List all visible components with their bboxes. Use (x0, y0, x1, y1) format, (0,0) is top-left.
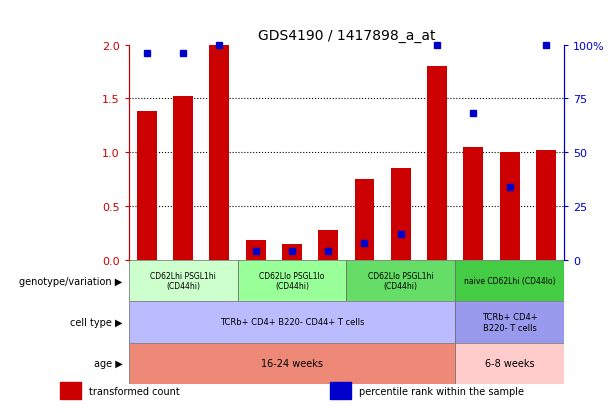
Text: CD62Llo PSGL1lo
(CD44hi): CD62Llo PSGL1lo (CD44hi) (259, 271, 325, 290)
Text: cell type ▶: cell type ▶ (70, 317, 123, 327)
Title: GDS4190 / 1417898_a_at: GDS4190 / 1417898_a_at (257, 29, 435, 43)
Bar (246, 241, 265, 260)
Bar (137, 112, 157, 260)
Bar (455, 260, 564, 301)
Bar (427, 67, 447, 260)
Bar (210, 45, 229, 260)
Text: TCRb+ CD4+ B220- CD44+ T cells: TCRb+ CD4+ B220- CD44+ T cells (219, 318, 364, 327)
Text: naive CD62Lhi (CD44lo): naive CD62Lhi (CD44lo) (464, 276, 555, 285)
Bar (282, 244, 302, 260)
Text: TCRb+ CD4+
B220- T cells: TCRb+ CD4+ B220- T cells (482, 313, 538, 332)
Text: genotype/variation ▶: genotype/variation ▶ (20, 276, 123, 286)
Bar (173, 97, 193, 260)
Text: CD62Llo PSGL1hi
(CD44hi): CD62Llo PSGL1hi (CD44hi) (368, 271, 433, 290)
Bar (60, 382, 82, 399)
Text: CD62Lhi PSGL1hi
(CD44hi): CD62Lhi PSGL1hi (CD44hi) (150, 271, 216, 290)
Bar (455, 343, 564, 384)
Bar (500, 153, 520, 260)
Bar (237, 260, 346, 301)
Bar (129, 301, 455, 343)
Bar (536, 151, 556, 260)
Text: percentile rank within the sample: percentile rank within the sample (359, 386, 524, 396)
Text: transformed count: transformed count (89, 386, 180, 396)
Text: 6-8 weeks: 6-8 weeks (485, 358, 535, 368)
Text: 16-24 weeks: 16-24 weeks (261, 358, 323, 368)
Bar (455, 301, 564, 343)
Bar (354, 180, 375, 260)
Bar (330, 382, 351, 399)
Bar (129, 343, 455, 384)
Text: age ▶: age ▶ (94, 358, 123, 368)
Bar (346, 260, 455, 301)
Bar (129, 260, 237, 301)
Bar (390, 169, 411, 260)
Bar (463, 147, 483, 260)
Bar (318, 230, 338, 260)
